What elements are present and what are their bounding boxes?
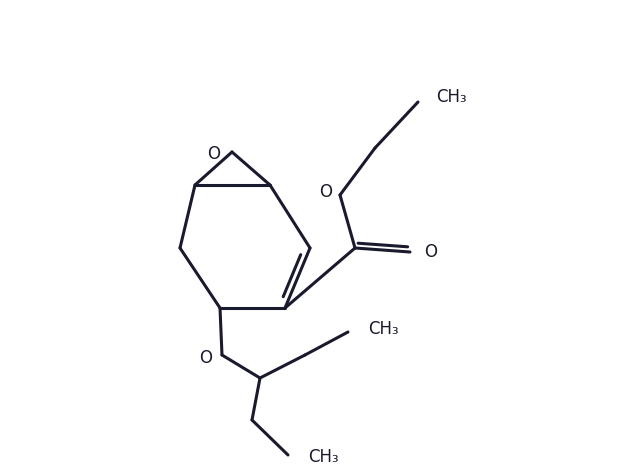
- Text: O: O: [319, 183, 333, 201]
- Text: CH₃: CH₃: [368, 320, 399, 338]
- Text: CH₃: CH₃: [436, 88, 467, 106]
- Text: O: O: [207, 145, 221, 163]
- Text: O: O: [200, 349, 212, 367]
- Text: CH₃: CH₃: [308, 448, 339, 466]
- Text: O: O: [424, 243, 437, 261]
